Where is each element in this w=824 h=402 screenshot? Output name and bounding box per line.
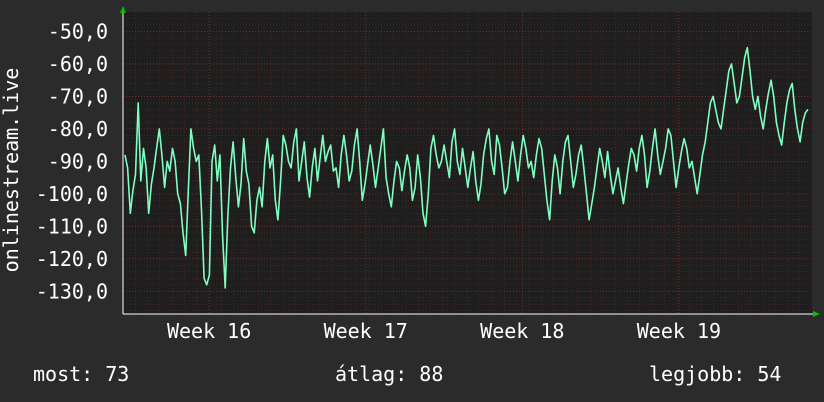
y-ticks: -50,0 -60,0 -70,0 -80,0 -90,0 -100,0 -110,0 -12…	[36, 19, 108, 303]
y-tick-label: -50,0	[48, 19, 108, 43]
x-ticks: Week 16 Week 17 Week 18 Week 19	[167, 319, 721, 343]
current-value: most: 73	[33, 362, 130, 386]
x-tick-label: Week 18	[480, 319, 564, 343]
y-tick-label: -60,0	[48, 52, 108, 76]
average-value: átlag: 88	[335, 362, 444, 386]
y-axis-label: onlinestream.live	[0, 68, 23, 273]
y-tick-label: -110,0	[36, 214, 108, 238]
y-tick-label: -100,0	[36, 182, 108, 206]
y-tick-label: -120,0	[36, 247, 108, 271]
y-tick-label: -130,0	[36, 279, 108, 303]
series-line	[124, 46, 809, 289]
major-grid	[123, 12, 812, 314]
y-tick-label: -70,0	[48, 84, 108, 108]
x-tick-label: Week 16	[167, 319, 251, 343]
x-tick-label: Week 17	[324, 319, 408, 343]
y-tick-label: -90,0	[48, 149, 108, 173]
x-axis-arrow	[813, 311, 820, 317]
minor-grid	[123, 11, 812, 314]
y-axis-arrow	[120, 6, 126, 13]
x-tick-label: Week 19	[637, 319, 721, 343]
y-tick-label: -80,0	[48, 117, 108, 141]
max-value: legjobb: 54	[649, 362, 782, 386]
